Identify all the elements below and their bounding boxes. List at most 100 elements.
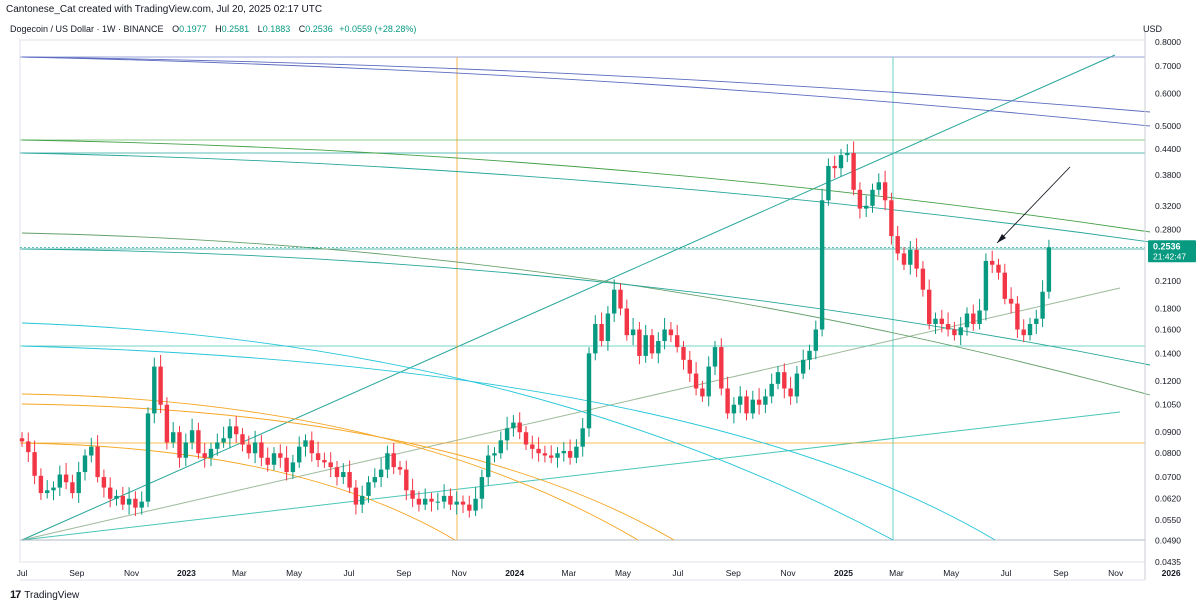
candle-body [328,462,333,468]
candle-body [498,440,503,454]
last-price-value: 0.2536 [1153,241,1181,251]
candle-body [164,404,170,443]
candle-body [838,155,844,169]
candle-body [63,474,69,483]
candle-body [908,249,913,265]
candle-body [971,313,976,325]
candle-body [70,482,75,494]
candle-body [126,498,132,505]
time-tick-label: May [615,568,632,578]
candle-body [303,440,308,447]
fib-arc [21,139,1151,233]
candle-body [952,329,957,336]
candle-body [983,260,989,311]
price-tick-label: 0.0490 [1155,536,1181,546]
candle-body [341,472,346,478]
time-tick-label: Mar [232,568,247,578]
candle-body [89,446,94,456]
fib-arc [21,248,1151,366]
time-tick-label: 2026 [1162,568,1181,578]
time-tick-label: May [286,568,303,578]
candle-body [769,383,774,397]
fib-arc [21,232,1151,396]
time-tick-label: Mar [889,568,904,578]
candle-body [372,477,377,483]
last-price-tag [1148,240,1196,263]
candle-body [19,438,25,442]
price-tick-label: 0.0800 [1155,448,1181,458]
candle-body [561,451,566,454]
candle-body [240,434,245,445]
candle-body [681,347,686,360]
candle-body [712,347,718,367]
candle-body [189,430,195,443]
price-tick-label: 0.1400 [1155,348,1181,358]
candle-body [675,335,680,348]
candle-body [378,469,384,478]
candle-body [246,444,251,454]
candle-body [945,324,951,330]
axes-layer: 0.8000 0.7000 0.6000 0.5000 0.4400 0.3800 0.32… [17,32,1196,581]
candle-body [901,253,907,265]
candle-body [889,200,894,237]
candle-body [492,453,497,456]
candle-body [57,474,62,488]
time-tick-label: Sep [726,568,741,578]
annotation-arrow [996,166,1071,244]
price-tick-label: 0.5000 [1155,121,1181,131]
price-tick-label: 0.4400 [1155,144,1181,154]
time-tick-label: Jul [1001,568,1012,578]
candle-body [882,182,888,201]
candle-body [297,446,302,463]
candle-body [624,308,629,336]
price-tick-label: 0.3200 [1155,201,1181,211]
candle-body [1002,272,1007,299]
candle-body [662,329,667,342]
candle-body [1008,298,1014,304]
candle-body [574,446,579,458]
fan-line [21,287,1121,541]
candle-body [775,372,781,384]
candle-body [794,373,800,397]
candle-body [649,335,655,354]
candle-body [693,373,699,389]
candle-body [864,205,869,209]
candle-body [82,455,88,473]
candle-body [95,446,100,478]
time-tick-label: Nov [1108,568,1124,578]
candle-body [687,359,692,374]
candle-body [347,472,352,488]
candle-body [599,324,604,342]
symbol-legend: Dogecoin / US Dollar · 1W · BINANCE O0.1… [10,24,416,34]
candle-body [643,335,648,356]
time-tick-label: 2025 [834,568,853,578]
candle-body [832,165,837,169]
candle-body [542,453,548,456]
candle-body [208,448,214,458]
candle-body [51,487,56,491]
countdown-value: 21:42:47 [1153,251,1186,261]
candle-body [435,501,440,503]
time-tick-label: Sep [69,568,84,578]
price-tick-label: 0.2100 [1155,276,1181,286]
fib-arc [21,403,675,541]
candle-body [353,487,359,505]
candle-body [738,396,743,405]
candle-body [101,477,107,488]
candle-body [322,460,327,463]
candle-body [45,490,50,494]
time-tick-label: Sep [1053,568,1068,578]
candle-body [618,289,623,309]
fan-line [21,54,1116,541]
candle-body [158,366,163,405]
candle-body [914,249,919,269]
candle-body [416,498,422,505]
candle-body [920,268,926,290]
fib-arc [21,393,639,541]
low-label: L [257,24,263,34]
candle-body [315,453,321,461]
candle-body [360,495,365,505]
candle-body [252,442,258,454]
candle-body [410,490,415,499]
